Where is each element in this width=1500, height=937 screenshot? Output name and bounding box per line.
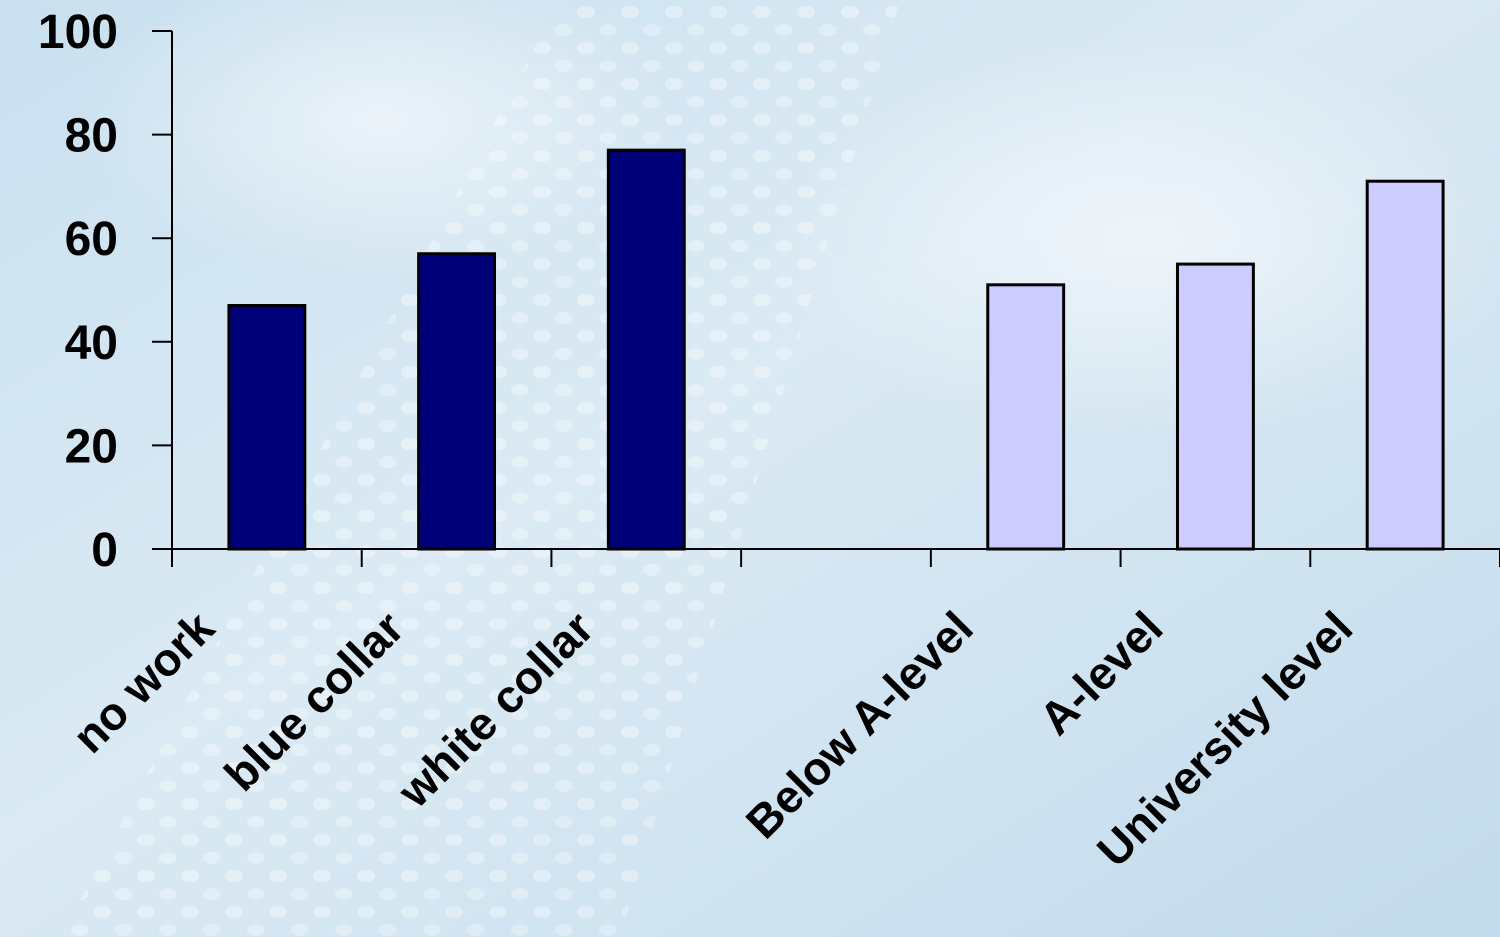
category-label: A-level — [1029, 601, 1172, 744]
category-label: Below A-level — [736, 601, 983, 848]
bar-below-a-level — [986, 283, 1066, 551]
y-tick-label: 100 — [38, 6, 118, 59]
axes — [152, 30, 1500, 567]
bar-blue-collar — [417, 252, 497, 551]
y-tick-label: 60 — [65, 213, 118, 266]
bar-a-level — [1175, 262, 1255, 551]
bar-university-level — [1365, 179, 1445, 551]
y-tick-label: 40 — [65, 317, 118, 370]
category-label: blue collar — [214, 601, 414, 801]
category-label: white collar — [387, 601, 603, 817]
y-tick-label: 20 — [65, 420, 118, 473]
category-label: no work — [62, 601, 224, 763]
bar-no-work — [227, 304, 307, 551]
y-tick-labels: 0 20 40 60 80 100 — [38, 6, 118, 577]
y-tick-label: 0 — [91, 524, 118, 577]
bars — [227, 148, 1445, 551]
y-tick-label: 80 — [65, 110, 118, 163]
bar-white-collar — [606, 148, 686, 551]
